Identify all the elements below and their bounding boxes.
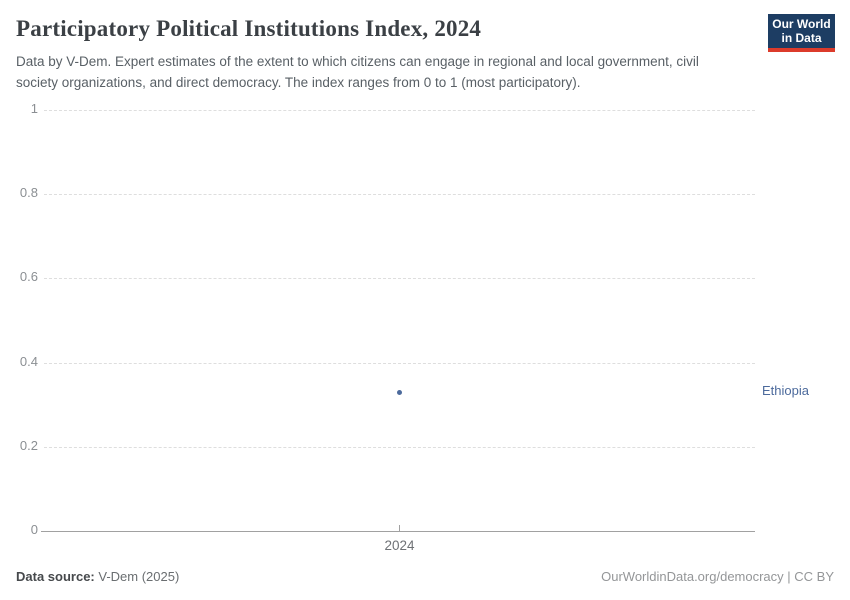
owid-logo[interactable]: Our World in Data (768, 14, 835, 52)
data-source-value: V-Dem (2025) (94, 569, 180, 584)
chart-subtitle: Data by V-Dem. Expert estimates of the e… (16, 54, 699, 90)
x-tick-label: 2024 (384, 538, 415, 553)
owid-logo-line2: in Data (781, 31, 822, 45)
credit-link[interactable]: OurWorldinData.org/democracy | CC BY (601, 569, 834, 584)
data-source: Data source: V-Dem (2025) (16, 569, 179, 584)
y-gridline (44, 362, 755, 364)
x-axis-line (41, 531, 755, 532)
y-gridline (44, 110, 755, 111)
y-tick-label: 0.6 (19, 269, 38, 285)
entity-label-ethiopia[interactable]: Ethiopia (762, 383, 809, 399)
data-point-ethiopia[interactable] (397, 389, 402, 395)
y-tick-label: 0.8 (19, 185, 38, 201)
y-tick-label: 1 (30, 101, 38, 116)
y-gridline (44, 278, 755, 280)
y-gridline (44, 194, 755, 196)
y-gridline (44, 446, 755, 448)
owid-logo-line1: Our World (772, 16, 831, 31)
data-source-label: Data source: (16, 569, 95, 584)
x-tick-mark (399, 525, 400, 531)
y-tick-label: 0.4 (19, 353, 38, 369)
page-title: Participatory Political Institutions Ind… (16, 16, 482, 41)
y-tick-label: 0.2 (19, 437, 38, 453)
y-tick-label: 0 (30, 522, 38, 537)
